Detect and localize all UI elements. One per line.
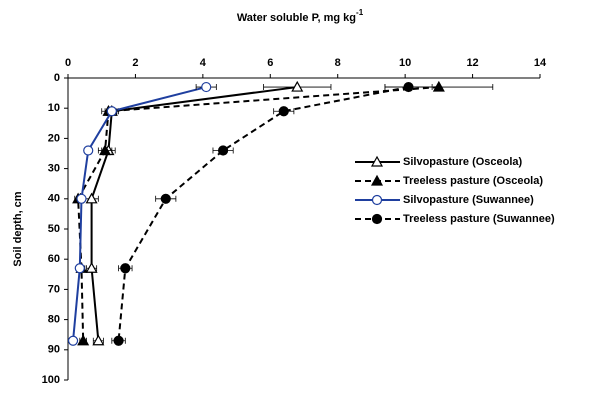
y-tick-label: 100 — [42, 374, 60, 386]
data-point — [278, 106, 289, 117]
x-tick-label: 6 — [267, 57, 273, 69]
x-tick-label: 2 — [132, 57, 138, 69]
data-point — [106, 106, 117, 117]
data-point — [77, 334, 90, 346]
x-tick-label: 8 — [335, 57, 341, 69]
data-point — [92, 334, 105, 346]
data-point — [403, 81, 414, 93]
y-tick-label: 50 — [48, 223, 60, 235]
legend-label: Treeless pasture (Osceola) — [403, 175, 543, 187]
legend-label: Silvopasture (Osceola) — [403, 156, 523, 168]
legend-marker — [370, 155, 384, 167]
data-point — [113, 335, 124, 346]
title-superscript: -1 — [356, 8, 364, 17]
data-point — [291, 80, 304, 92]
legend-marker — [371, 213, 383, 225]
x-tick-label: 4 — [200, 57, 207, 69]
data-point — [67, 335, 79, 346]
data-point — [99, 144, 112, 156]
data-point — [217, 145, 229, 156]
y-tick-label: 0 — [54, 72, 60, 84]
y-tick-label: 90 — [48, 344, 60, 356]
x-tick-label: 10 — [399, 57, 411, 69]
data-point — [160, 193, 171, 204]
y-tick-label: 70 — [48, 283, 60, 295]
series-line — [117, 86, 409, 341]
title-text: Water soluble P, mg kg — [237, 12, 356, 24]
y-tick-label: 40 — [48, 193, 60, 205]
data-point — [120, 263, 131, 274]
series-line — [77, 86, 439, 341]
data-point — [201, 81, 212, 93]
chart-title: Water soluble P, mg kg-1 — [237, 8, 364, 24]
y-tick-label: 60 — [48, 253, 60, 265]
x-tick-label: 0 — [65, 57, 71, 69]
x-tick-label: 14 — [534, 57, 547, 69]
y-tick-label: 20 — [48, 132, 60, 144]
y-tick-label: 80 — [48, 314, 60, 326]
legend-label: Treeless pasture (Suwannee) — [403, 213, 555, 225]
data-point — [85, 262, 98, 273]
data-point — [76, 193, 87, 204]
x-tick-label: 12 — [466, 57, 478, 69]
data-point — [432, 80, 445, 92]
series-line — [72, 86, 207, 341]
legend-marker — [371, 194, 383, 206]
data-point — [74, 263, 85, 274]
data-point — [83, 145, 94, 156]
y-tick-label: 10 — [48, 102, 60, 114]
legend-marker — [370, 174, 384, 186]
legend-label: Silvopasture (Suwannee) — [403, 194, 534, 206]
series-line — [90, 86, 298, 341]
y-axis-label: Soil depth, cm — [12, 191, 24, 266]
data-point — [85, 192, 98, 204]
y-tick-label: 30 — [48, 163, 60, 175]
